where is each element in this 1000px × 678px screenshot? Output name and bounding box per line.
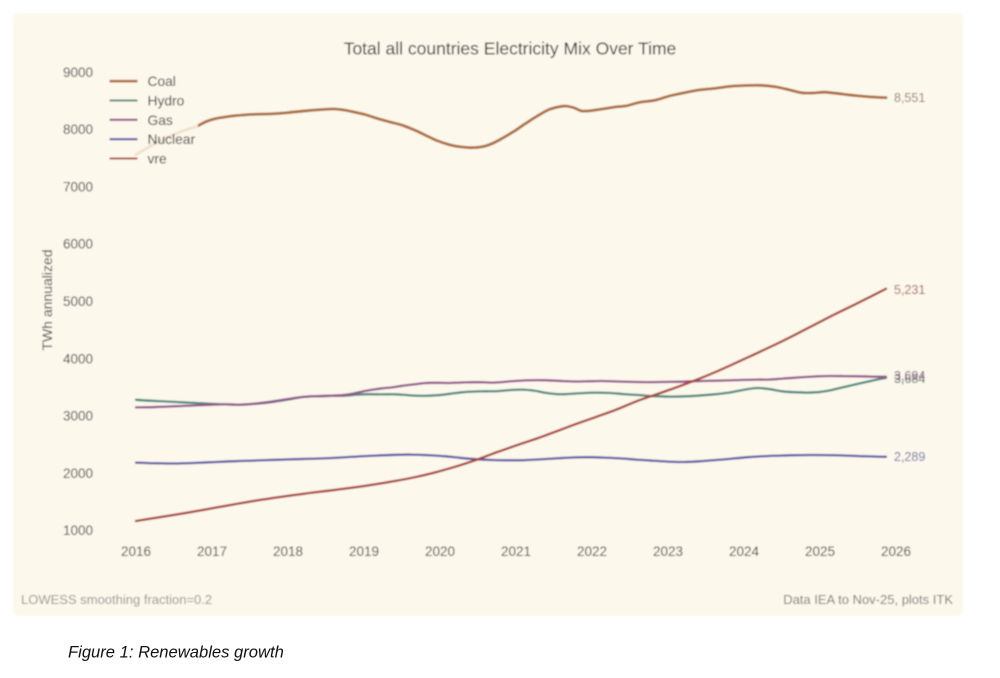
svg-text:8,551: 8,551 <box>894 91 925 105</box>
svg-text:2000: 2000 <box>63 466 93 481</box>
svg-text:1000: 1000 <box>63 523 93 538</box>
svg-text:3000: 3000 <box>63 409 93 424</box>
svg-text:2023: 2023 <box>653 544 683 559</box>
svg-text:Nuclear: Nuclear <box>148 132 196 147</box>
svg-text:Total all countries Electricit: Total all countries Electricity Mix Over… <box>344 39 677 59</box>
svg-text:LOWESS smoothing fraction=0.2: LOWESS smoothing fraction=0.2 <box>21 592 212 607</box>
svg-text:6000: 6000 <box>63 237 93 252</box>
svg-text:9000: 9000 <box>63 65 93 80</box>
svg-text:vre: vre <box>148 152 167 167</box>
svg-text:4000: 4000 <box>63 351 93 366</box>
svg-text:8000: 8000 <box>63 122 93 137</box>
svg-text:Hydro: Hydro <box>148 94 185 109</box>
svg-text:3,694: 3,694 <box>894 369 925 383</box>
svg-text:2020: 2020 <box>425 544 455 559</box>
svg-text:Data IEA to Nov-25, plots ITK: Data IEA to Nov-25, plots ITK <box>783 592 953 607</box>
svg-text:2016: 2016 <box>121 544 151 559</box>
svg-text:Gas: Gas <box>148 113 173 128</box>
svg-text:2026: 2026 <box>881 544 911 559</box>
svg-text:2017: 2017 <box>197 544 227 559</box>
svg-text:7000: 7000 <box>63 179 93 194</box>
svg-text:2022: 2022 <box>577 544 607 559</box>
svg-text:2019: 2019 <box>349 544 379 559</box>
svg-text:5000: 5000 <box>63 294 93 309</box>
svg-text:Figure 1: Renewables growth: Figure 1: Renewables growth <box>68 643 284 662</box>
svg-text:3,684: 3,684 <box>894 372 925 386</box>
svg-text:TWh annualized: TWh annualized <box>39 249 55 350</box>
svg-text:2025: 2025 <box>805 544 835 559</box>
svg-text:2018: 2018 <box>273 544 303 559</box>
svg-text:5,231: 5,231 <box>894 283 925 297</box>
svg-text:Coal: Coal <box>148 74 176 89</box>
svg-text:2021: 2021 <box>501 544 531 559</box>
svg-text:2024: 2024 <box>729 544 760 559</box>
svg-text:2,289: 2,289 <box>894 450 925 464</box>
